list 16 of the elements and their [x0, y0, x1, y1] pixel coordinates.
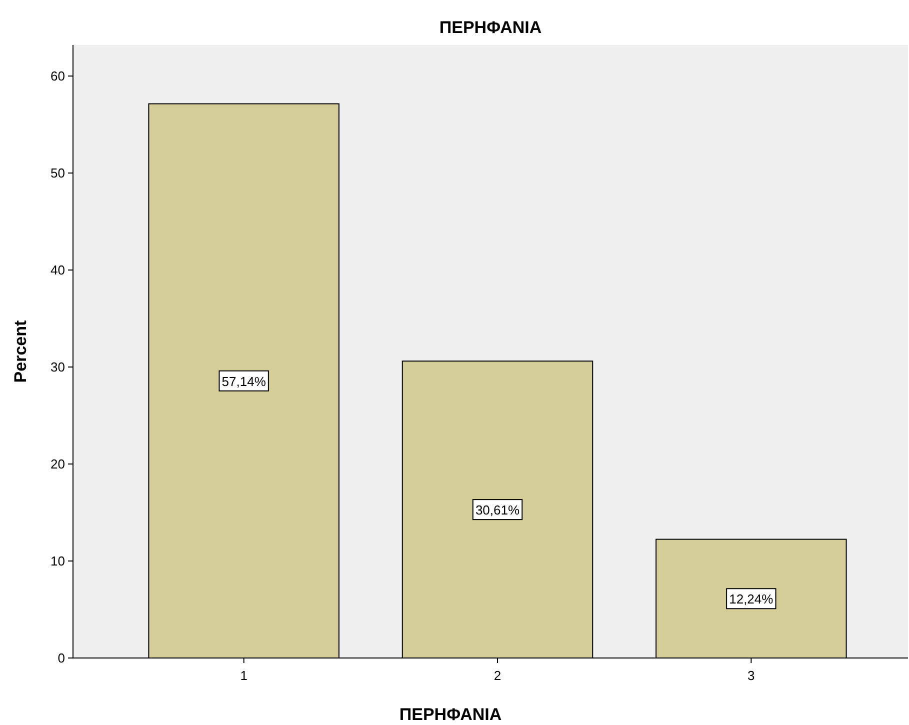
x-axis-title: ΠΕΡΗΦΑΝΙΑ	[399, 705, 502, 724]
y-tick-label: 60	[50, 68, 65, 84]
y-tick-label: 40	[50, 262, 65, 278]
y-tick-label: 50	[50, 166, 65, 181]
y-tick-label: 30	[50, 360, 65, 375]
data-label: 12,24%	[729, 592, 774, 607]
x-tick-label: 2	[494, 668, 502, 683]
y-tick-label: 20	[50, 456, 65, 472]
y-axis-title: Percent	[11, 320, 30, 383]
data-label: 30,61%	[475, 502, 520, 518]
data-label: 57,14%	[222, 374, 266, 389]
y-tick-label: 0	[58, 650, 65, 666]
x-tick-label: 1	[240, 668, 248, 683]
x-tick-label: 3	[748, 668, 755, 683]
chart-title: ΠΕΡΗΦΑΝΙΑ	[439, 18, 542, 37]
y-tick-label: 10	[50, 554, 65, 569]
